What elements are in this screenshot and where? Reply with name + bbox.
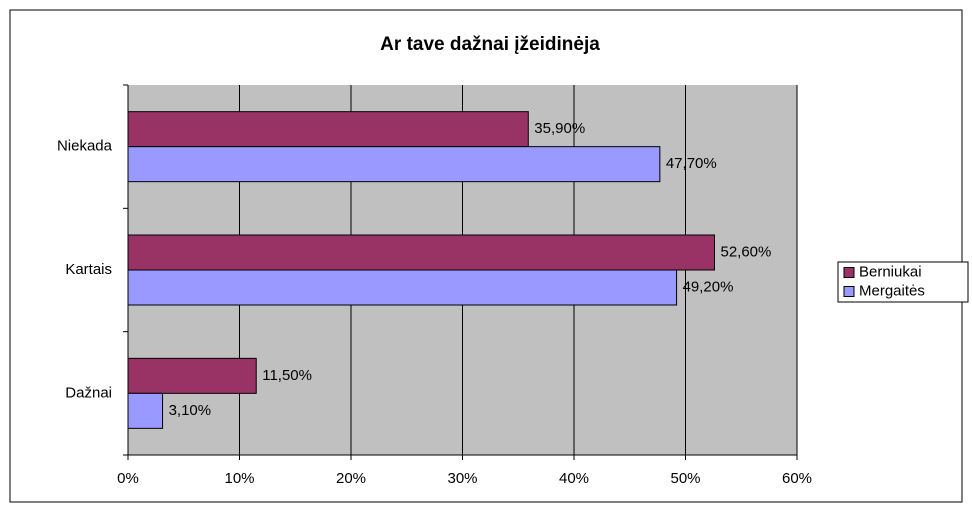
legend-swatch	[843, 267, 855, 278]
bar	[127, 269, 678, 306]
data-label: 52,60%	[720, 243, 771, 260]
x-tick-label: 20%	[336, 470, 366, 487]
x-tick-label: 40%	[559, 470, 589, 487]
bar	[127, 111, 529, 148]
bar	[127, 392, 164, 429]
y-tick-label: Dažnai	[65, 384, 112, 401]
y-tick-label: Niekada	[57, 138, 113, 155]
chart-title: Ar tave dažnai įžeidinėja	[380, 34, 600, 55]
data-label: 11,50%	[262, 367, 312, 384]
x-tick-label: 50%	[670, 470, 700, 487]
data-label: 49,20%	[683, 278, 734, 295]
data-label: 47,70%	[666, 155, 717, 172]
legend-box	[837, 261, 969, 303]
data-label: 35,90%	[534, 120, 585, 137]
bar	[127, 234, 715, 271]
x-tick-label: 60%	[782, 470, 812, 487]
y-tick-label: Kartais	[65, 261, 112, 278]
legend-label: Mergaitės	[859, 282, 925, 299]
data-label: 3,10%	[169, 402, 212, 419]
x-tick-label: 10%	[224, 470, 254, 487]
x-tick-label: 0%	[117, 470, 139, 487]
legend-swatch	[843, 286, 855, 297]
bar	[127, 357, 257, 394]
bar	[127, 146, 661, 183]
x-tick-label: 30%	[447, 470, 477, 487]
legend-label: Berniukai	[859, 263, 922, 280]
